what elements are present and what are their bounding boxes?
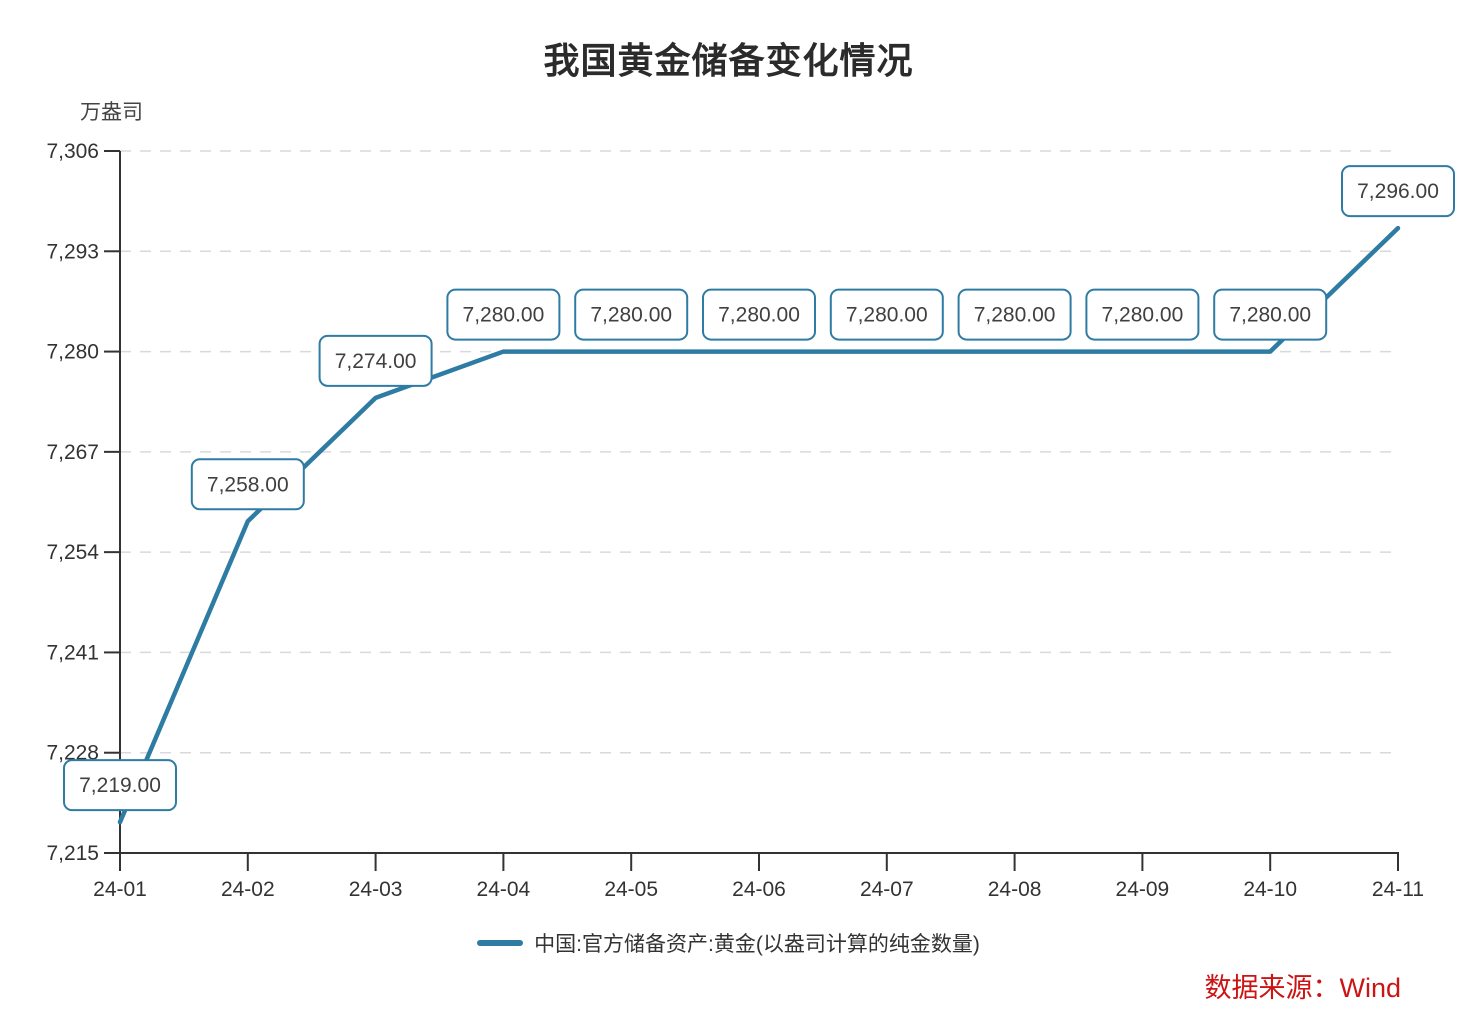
- x-tick-label: 24-10: [1243, 878, 1297, 901]
- data-label-box: [63, 759, 177, 812]
- data-label-box: [829, 288, 944, 341]
- legend-item[interactable]: 中国:官方储备资产:黄金(以盎司计算的纯金数量): [477, 928, 980, 958]
- x-tick-label: 24-06: [732, 878, 786, 901]
- data-label-box: [1085, 288, 1200, 341]
- data-label-box: [190, 458, 305, 511]
- y-tick-label: 7,267: [46, 441, 99, 464]
- x-tick-label: 24-11: [1372, 878, 1424, 901]
- data-label: 7,280.00: [590, 304, 672, 327]
- x-tick-label: 24-02: [221, 878, 275, 901]
- x-tick-label: 24-09: [1116, 878, 1170, 901]
- x-tick-label: 24-03: [349, 878, 403, 901]
- y-tick-label: 7,280: [46, 341, 99, 364]
- y-tick-label: 7,293: [46, 240, 99, 263]
- data-label-box: [957, 288, 1072, 341]
- data-label: 7,280.00: [974, 304, 1056, 327]
- data-label: 7,274.00: [335, 350, 417, 373]
- data-source-note: 数据来源：Wind: [1204, 973, 1401, 1003]
- data-label: 7,219.00: [79, 774, 161, 797]
- y-tick-label: 7,228: [46, 742, 99, 765]
- data-label: 7,296.00: [1357, 180, 1439, 203]
- data-label-box: [1341, 165, 1455, 218]
- x-tick-label: 24-08: [988, 878, 1042, 901]
- x-tick-label: 24-07: [860, 878, 914, 901]
- data-label-box: [702, 288, 816, 341]
- data-label: 7,280.00: [1102, 304, 1184, 327]
- data-label: 7,280.00: [718, 304, 800, 327]
- data-label-box: [446, 288, 561, 341]
- x-tick-label: 24-01: [93, 878, 147, 901]
- data-label: 7,280.00: [463, 304, 545, 327]
- y-axis-unit-label: 万盎司: [80, 101, 143, 124]
- chart-title: 我国黄金储备变化情况: [543, 40, 914, 81]
- legend-label: 中国:官方储备资产:黄金(以盎司计算的纯金数量): [534, 933, 980, 956]
- data-label: 7,280.00: [846, 304, 928, 327]
- data-label-box: [1213, 288, 1328, 341]
- y-tick-label: 7,215: [46, 842, 99, 865]
- data-label: 7,280.00: [1229, 304, 1311, 327]
- data-label-box: [574, 288, 689, 341]
- data-label-box: [318, 334, 433, 387]
- y-tick-label: 7,306: [46, 140, 99, 163]
- data-label: 7,258.00: [207, 473, 289, 496]
- x-tick-label: 24-04: [477, 878, 531, 901]
- legend-line-swatch: [477, 940, 524, 946]
- y-tick-label: 7,241: [46, 641, 99, 664]
- x-tick-label: 24-05: [604, 878, 658, 901]
- y-tick-label: 7,254: [46, 541, 99, 564]
- legend: 中国:官方储备资产:黄金(以盎司计算的纯金数量): [0, 928, 1457, 958]
- series-line: [117, 225, 1401, 825]
